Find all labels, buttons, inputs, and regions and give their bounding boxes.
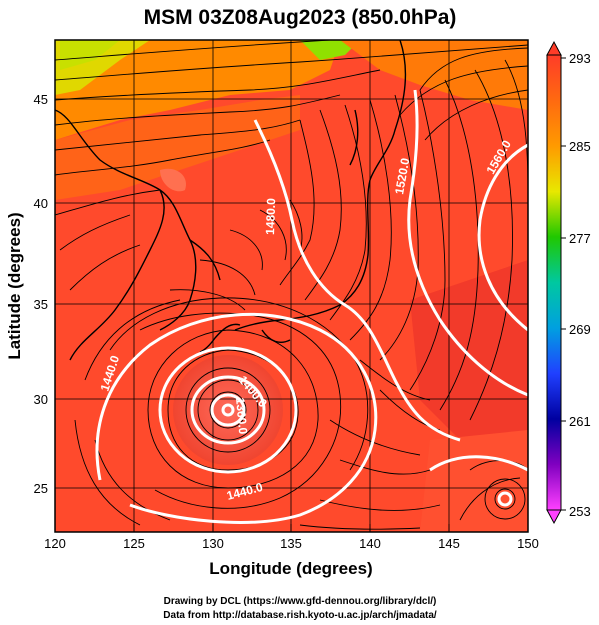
cool-region-ne — [340, 40, 528, 110]
y-tick-label: 45 — [34, 92, 48, 107]
map-title: MSM 03Z08Aug2023 (850.0hPa) — [144, 6, 457, 29]
y-tick-label: 35 — [34, 297, 48, 312]
colorbar-bottom-arrow — [546, 509, 562, 525]
colorbar-tick-label: 277 — [569, 231, 591, 246]
y-tick-label: 25 — [34, 481, 48, 496]
contour-label: 1360.0 — [233, 397, 250, 435]
x-tick-label: 140 — [359, 536, 381, 551]
credit-line-1: Drawing by DCL (https://www.gfd-dennou.o… — [164, 596, 437, 607]
y-axis-label: Latitude (degrees) — [5, 212, 24, 359]
x-tick-label: 135 — [280, 536, 302, 551]
y-tick-labels: 25 30 35 40 45 — [34, 92, 48, 496]
colorbar-top-arrow — [546, 40, 562, 56]
colorbar-gradient — [546, 54, 562, 511]
colorbar-tick-label: 285 — [569, 139, 591, 154]
x-tick-label: 120 — [44, 536, 66, 551]
x-tick-label: 125 — [123, 536, 145, 551]
contour-label: 1480.0 — [263, 198, 278, 235]
x-tick-label: 145 — [438, 536, 460, 551]
y-tick-label: 40 — [34, 196, 48, 211]
y-tick-label: 30 — [34, 392, 48, 407]
cool-region-north — [55, 40, 340, 140]
colorbar-tick-label: 269 — [569, 322, 591, 337]
x-tick-labels: 120 125 130 135 140 145 150 — [44, 536, 539, 551]
coastlines — [55, 40, 407, 361]
x-ticks — [54, 524, 529, 532]
contour-label: 1520.0 — [392, 157, 412, 196]
colorbar-tick-label: 253 — [569, 504, 591, 519]
map-plot: 1440.0 1480.0 1520.0 1560.0 1400.0 1360.… — [55, 40, 528, 532]
credit-line-2: Data from http://database.rish.kyoto-u.a… — [163, 610, 437, 621]
colorbar-tick-label: 261 — [569, 414, 591, 429]
x-axis-label: Longitude (degrees) — [209, 559, 372, 578]
colorbar: 293 285 277 269 261 253 — [546, 40, 591, 525]
x-tick-label: 150 — [517, 536, 539, 551]
x-tick-label: 130 — [202, 536, 224, 551]
height-contours — [95, 89, 528, 524]
colorbar-tick-label: 293 — [569, 51, 591, 66]
